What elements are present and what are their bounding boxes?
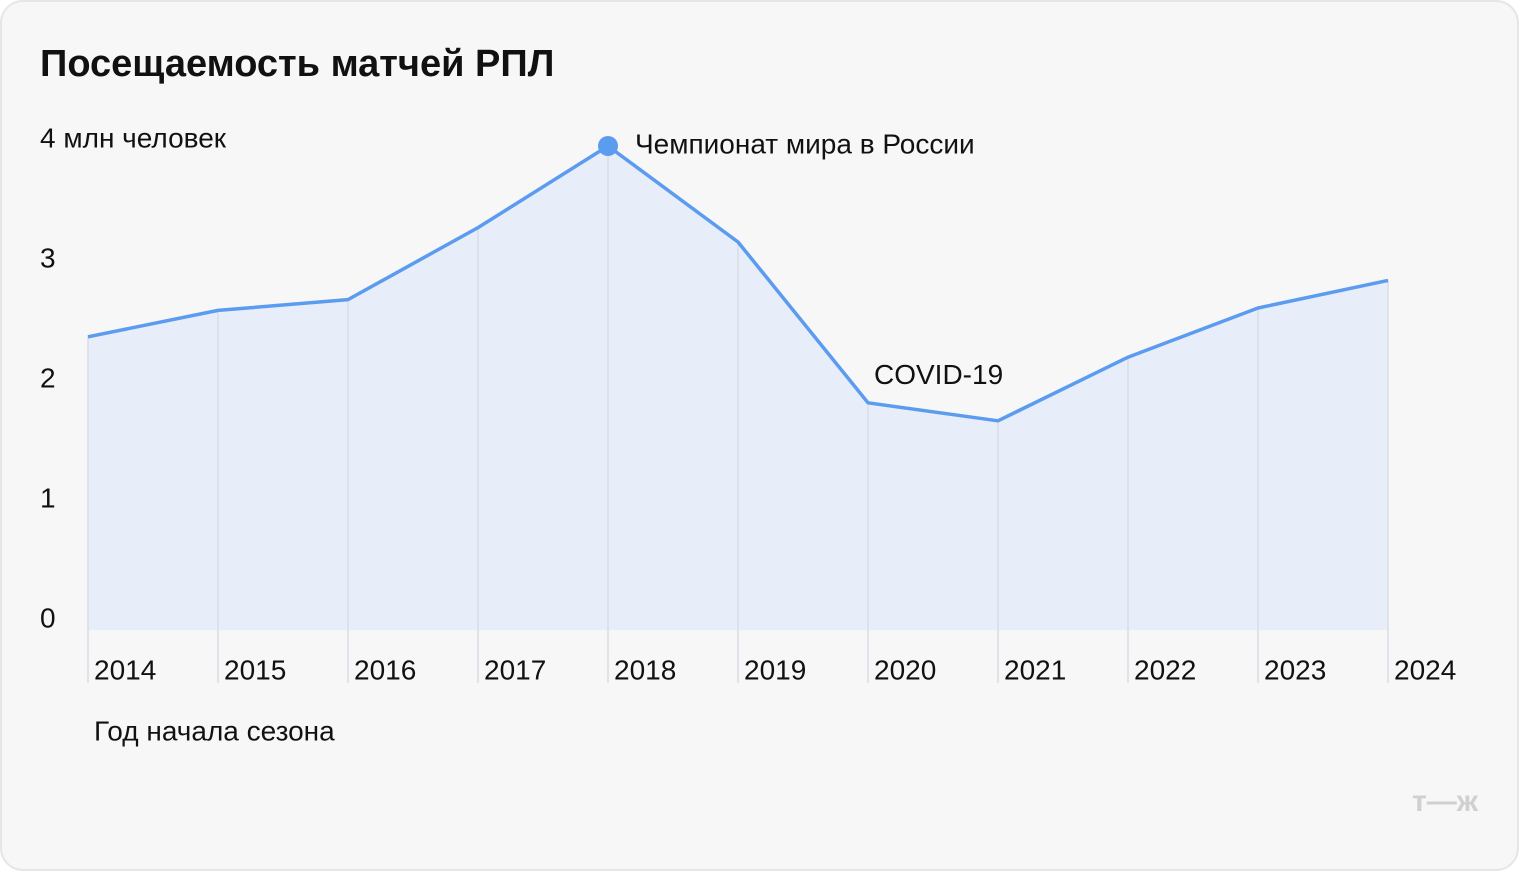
peak-marker [598, 136, 618, 156]
annotation: COVID-19 [874, 359, 1003, 390]
logo: т—ж [1412, 785, 1479, 818]
x-tick-label: 2024 [1394, 654, 1456, 685]
x-axis-label: Год начала сезона [94, 715, 335, 746]
x-tick-label: 2023 [1264, 654, 1326, 685]
x-tick-label: 2014 [94, 654, 156, 685]
line [87, 144, 1389, 423]
chart-title: Посещаемость матчей РПЛ [40, 43, 554, 85]
y-tick-label: 1 [40, 482, 56, 513]
x-tick-label: 2021 [1004, 654, 1066, 685]
x-tick-label: 2020 [874, 654, 936, 685]
annotation: Чемпионат мира в России [635, 128, 975, 159]
y-tick-label: 2 [40, 362, 56, 393]
x-tick-label: 2017 [484, 654, 546, 685]
y-tick-label: 3 [40, 242, 56, 273]
x-tick-label: 2022 [1134, 654, 1196, 685]
y-tick-label: 4 млн человек [40, 122, 227, 153]
x-tick-label: 2019 [744, 654, 806, 685]
y-tick-label: 0 [40, 602, 56, 633]
x-tick-label: 2016 [354, 654, 416, 685]
x-tick-label: 2018 [614, 654, 676, 685]
x-tick-label: 2015 [224, 654, 286, 685]
